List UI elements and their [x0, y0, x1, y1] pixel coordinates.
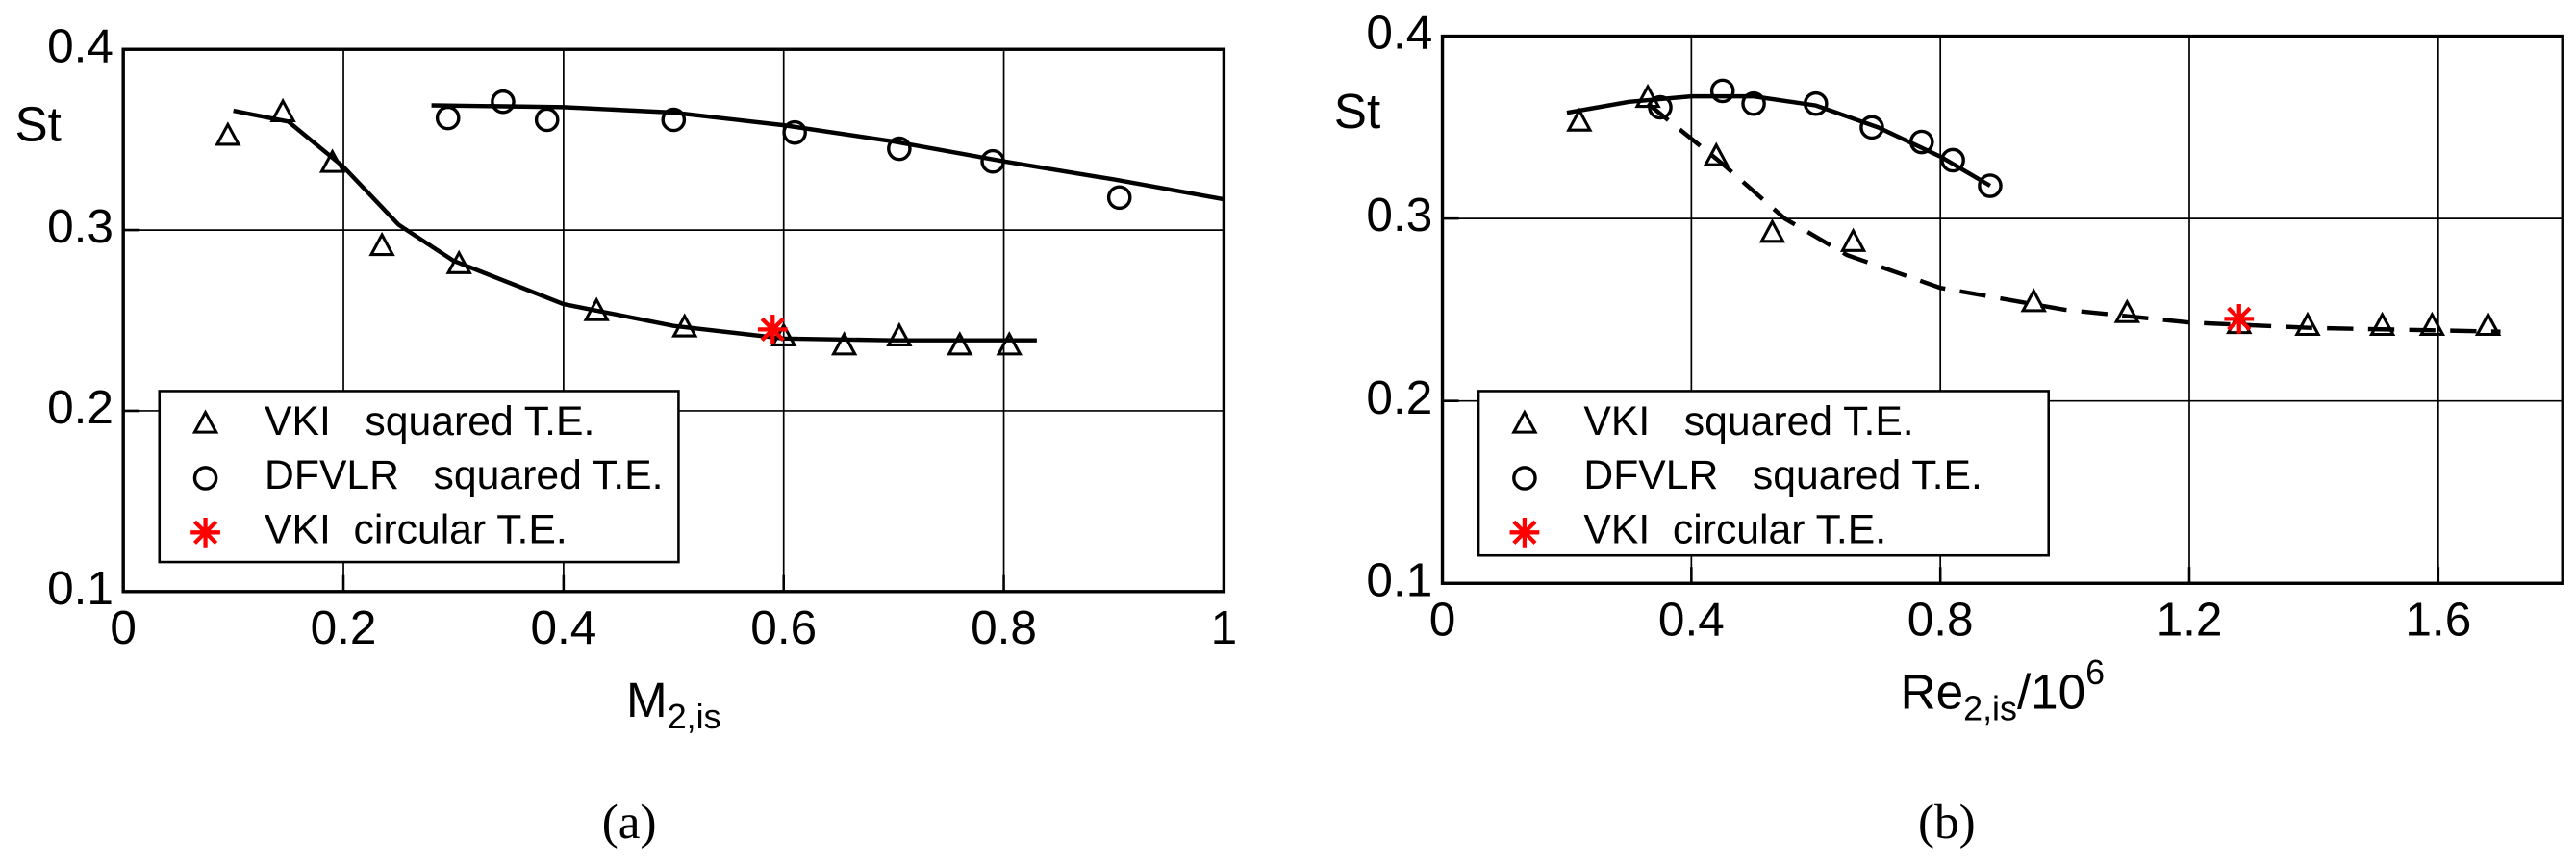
- legend-marker: [1512, 466, 1537, 491]
- point: [1709, 78, 1735, 104]
- point: [661, 107, 687, 133]
- legend-label: VKI squared T.E.: [265, 398, 594, 445]
- fit-line: [431, 103, 1225, 202]
- point: [886, 321, 913, 346]
- legend-label: VKI circular T.E.: [1583, 507, 1886, 553]
- x-tick-label: 0.2: [311, 601, 377, 654]
- point: [1859, 115, 1884, 140]
- point: [318, 148, 346, 173]
- point: [1940, 147, 1965, 173]
- x-axis-label-sub: 2,is: [1963, 690, 2017, 728]
- legend-marker: [1509, 517, 1540, 548]
- y-tick-label: 0.2: [47, 381, 114, 434]
- point: [1566, 107, 1593, 132]
- point: [947, 331, 973, 356]
- point: [782, 119, 807, 145]
- x-tick-label: 1: [1211, 601, 1238, 654]
- point: [1703, 141, 1730, 166]
- y-tick-label: 0.2: [1366, 371, 1432, 424]
- point: [1758, 218, 1786, 243]
- point: [491, 89, 516, 115]
- x-tick-label: 0.4: [530, 601, 596, 654]
- point: [1648, 94, 1673, 120]
- point: [2368, 311, 2396, 337]
- point: [1839, 227, 1867, 252]
- plot-frame: [121, 47, 1226, 594]
- fit-line: [1566, 93, 1992, 188]
- fit-line: [233, 108, 1037, 343]
- point: [2474, 311, 2502, 337]
- x-axis-label-sup: 6: [2085, 653, 2105, 692]
- point: [534, 107, 560, 133]
- y-tick-label: 0.3: [1366, 189, 1432, 242]
- point: [1106, 185, 1132, 211]
- legend-label: DFVLR squared T.E.: [1583, 452, 1982, 498]
- y-tick-label: 0.1: [1366, 553, 1432, 606]
- point: [830, 331, 858, 356]
- point: [671, 313, 698, 338]
- point: [2418, 311, 2446, 337]
- point: [996, 331, 1023, 356]
- point: [1908, 129, 1934, 155]
- point: [1803, 90, 1829, 116]
- point: [1634, 83, 1661, 109]
- point: [1741, 90, 1766, 116]
- y-tick-label: 0.3: [47, 200, 114, 253]
- x-tick-label: 0.8: [971, 601, 1037, 654]
- caption: (b): [1918, 795, 1976, 850]
- y-axis-label: St: [14, 97, 61, 152]
- legend-marker: [1511, 409, 1538, 434]
- point: [2224, 304, 2255, 334]
- x-axis-label-main: Re: [1901, 664, 1963, 719]
- x-axis-label-mid: /10: [2017, 664, 2085, 719]
- point: [215, 121, 241, 146]
- x-tick-label: 0.4: [1658, 593, 1725, 646]
- legend-marker: [191, 409, 219, 434]
- legend-box: [1477, 390, 2050, 557]
- plot-frame: [1440, 34, 2564, 585]
- y-tick-label: 0.4: [47, 19, 114, 72]
- x-axis-label-main: M: [626, 672, 668, 726]
- x-tick-label: 1.6: [2405, 593, 2471, 646]
- x-axis-label: Re2,is/106: [1901, 653, 2105, 728]
- point: [269, 97, 296, 123]
- fit-line: [1646, 101, 2501, 334]
- y-axis-label: St: [1334, 84, 1380, 139]
- point: [887, 136, 912, 162]
- x-tick-label: 0: [110, 601, 137, 654]
- point: [1978, 173, 2003, 198]
- point: [368, 231, 395, 257]
- caption: (a): [602, 795, 657, 850]
- point: [980, 148, 1005, 174]
- point: [757, 315, 788, 344]
- legend-label: VKI squared T.E.: [1583, 398, 1913, 445]
- point: [445, 249, 472, 274]
- x-tick-label: 0.8: [1907, 593, 1974, 646]
- point: [2113, 298, 2140, 323]
- point: [435, 105, 461, 131]
- x-tick-label: 0.6: [750, 601, 817, 654]
- point: [583, 296, 610, 321]
- legend-label: DFVLR squared T.E.: [265, 452, 663, 498]
- x-tick-label: 1.2: [2157, 593, 2223, 646]
- y-tick-label: 0.1: [47, 562, 114, 615]
- legend-marker: [192, 466, 218, 491]
- point: [2020, 288, 2047, 313]
- point: [2294, 311, 2321, 337]
- legend-marker: [190, 517, 220, 548]
- x-axis-label: M2,is: [626, 672, 720, 736]
- y-tick-label: 0.4: [1366, 7, 1432, 60]
- legend-label: VKI circular T.E.: [265, 507, 568, 553]
- x-tick-label: 0: [1429, 593, 1456, 646]
- legend-box: [158, 390, 680, 564]
- x-axis-label-sub: 2,is: [668, 698, 721, 736]
